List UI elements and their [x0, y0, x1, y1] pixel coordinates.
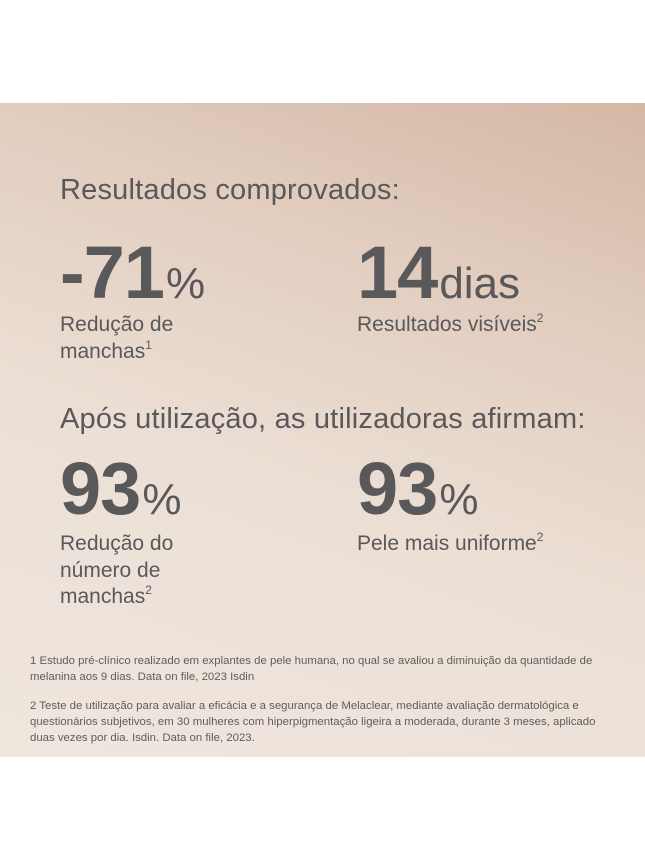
label-text: manchas	[60, 585, 146, 608]
footnote-ref: 2	[145, 583, 152, 597]
label-line: Redução do	[60, 531, 173, 558]
label-line: Redução de	[60, 312, 173, 339]
label-line: número de	[60, 558, 173, 585]
heading: Após utilização, as utilizadoras afirmam…	[60, 403, 586, 435]
unit: %	[142, 475, 182, 524]
big-number: 93	[60, 447, 141, 530]
label-text: manchas	[60, 339, 146, 363]
label-line: Pele mais uniforme2	[357, 531, 543, 558]
footnote: 1 Estudo pré-clínico realizado em explan…	[30, 655, 593, 683]
stat-label: Resultados visíveis2	[357, 312, 543, 339]
label-text: Redução de	[60, 313, 174, 336]
panel: Resultados comprovados: Após utilização,…	[0, 103, 645, 757]
label-text: Redução do	[60, 532, 174, 555]
stat-label: Pele mais uniforme2	[357, 531, 543, 558]
label-text: Resultados visíveis	[357, 313, 537, 336]
stat-label: Redução do número de manchas2	[60, 531, 173, 611]
label-line: Resultados visíveis2	[357, 312, 543, 339]
stat-number: -71%	[60, 230, 205, 315]
big-number: -71	[60, 231, 165, 314]
big-number: 93	[357, 447, 438, 530]
stat-label: Redução de manchas1	[60, 312, 173, 365]
heading: Resultados comprovados:	[60, 174, 400, 206]
unit: %	[165, 259, 206, 308]
unit: %	[439, 475, 479, 524]
big-number: 14	[357, 231, 438, 314]
footnote-ref: 2	[536, 530, 544, 544]
label-text: número de	[60, 558, 161, 582]
footnote: 2 Teste de utilização para avaliar a efi…	[30, 700, 596, 744]
label-line: manchas1	[60, 339, 173, 366]
label-text: Pele mais uniforme	[357, 532, 537, 555]
stat-number: 14dias	[357, 230, 520, 315]
stat-number: 93%	[60, 446, 181, 531]
stat-number: 93%	[357, 446, 478, 531]
unit: dias	[439, 259, 521, 308]
footnote-ref: 2	[536, 311, 544, 325]
footnote-ref: 1	[145, 337, 152, 352]
label-line: manchas2	[60, 584, 173, 611]
